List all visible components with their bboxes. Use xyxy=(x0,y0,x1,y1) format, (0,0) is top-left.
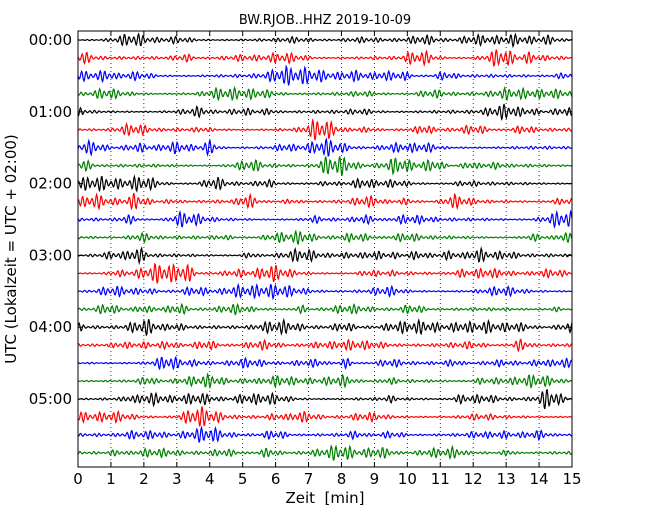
chart-title: BW.RJOB..HHZ 2019-10-09 xyxy=(239,13,411,28)
x-tick-label: 7 xyxy=(304,470,314,488)
x-tick-label: 14 xyxy=(530,470,549,488)
x-tick-label: 8 xyxy=(337,470,347,488)
x-tick-label: 5 xyxy=(238,470,248,488)
seismic-traces xyxy=(77,32,573,461)
seismic-trace-24 xyxy=(77,444,573,461)
x-tick-label: 12 xyxy=(464,470,483,488)
seismic-trace-18 xyxy=(77,338,573,353)
seismic-trace-12 xyxy=(77,229,573,246)
seismic-trace-5 xyxy=(77,103,572,121)
x-tick-label: 9 xyxy=(370,470,380,488)
x-tick-label: 11 xyxy=(431,470,450,488)
x-tick-label: 4 xyxy=(205,470,215,488)
x-tick-label: 0 xyxy=(73,470,83,488)
seismic-trace-22 xyxy=(77,406,573,427)
x-tick-label: 15 xyxy=(562,470,581,488)
y-tick-label: 00:00 xyxy=(29,31,72,49)
x-tick-label: 10 xyxy=(398,470,417,488)
x-axis-label: Zeit [min] xyxy=(285,489,364,507)
x-axis-ticks: 0 1 2 3 4 5 6 7 8 9 10 11 12 13 14 15 xyxy=(73,31,582,488)
vertical-grid xyxy=(110,31,540,467)
seismic-trace-1 xyxy=(77,32,572,49)
seismic-trace-4 xyxy=(77,85,573,102)
y-axis-label: UTC (Lokalzeit = UTC + 02:00) xyxy=(2,134,20,364)
seismic-trace-9 xyxy=(77,174,572,193)
seismic-trace-21 xyxy=(77,388,573,410)
y-tick-label: 05:00 xyxy=(29,390,72,408)
seismic-trace-7 xyxy=(77,137,573,157)
x-tick-label: 1 xyxy=(106,470,116,488)
seismic-trace-20 xyxy=(77,372,573,390)
seismic-trace-6 xyxy=(77,118,573,141)
seismic-trace-11 xyxy=(77,209,573,229)
seismic-trace-13 xyxy=(77,246,573,266)
y-tick-label: 02:00 xyxy=(29,175,72,193)
seismic-trace-17 xyxy=(77,317,573,336)
seismic-trace-19 xyxy=(77,355,573,371)
seismic-trace-10 xyxy=(77,192,573,211)
seismic-trace-23 xyxy=(77,425,572,443)
seismic-trace-15 xyxy=(77,282,572,301)
x-tick-label: 13 xyxy=(497,470,516,488)
plot-frame xyxy=(77,30,573,468)
x-tick-label: 6 xyxy=(271,470,281,488)
seismic-trace-8 xyxy=(77,156,572,176)
y-axis-ticks: 00:00 01:00 02:00 03:00 04:00 05:00 xyxy=(29,31,572,408)
seismic-trace-2 xyxy=(77,49,572,68)
seismic-trace-3 xyxy=(77,64,573,86)
seismic-trace-16 xyxy=(77,302,573,316)
seismic-trace-14 xyxy=(77,262,572,284)
x-tick-label: 3 xyxy=(172,470,182,488)
x-tick-label: 2 xyxy=(139,470,149,488)
y-tick-label: 04:00 xyxy=(29,318,72,336)
y-tick-label: 01:00 xyxy=(29,103,72,121)
y-tick-label: 03:00 xyxy=(29,246,72,264)
